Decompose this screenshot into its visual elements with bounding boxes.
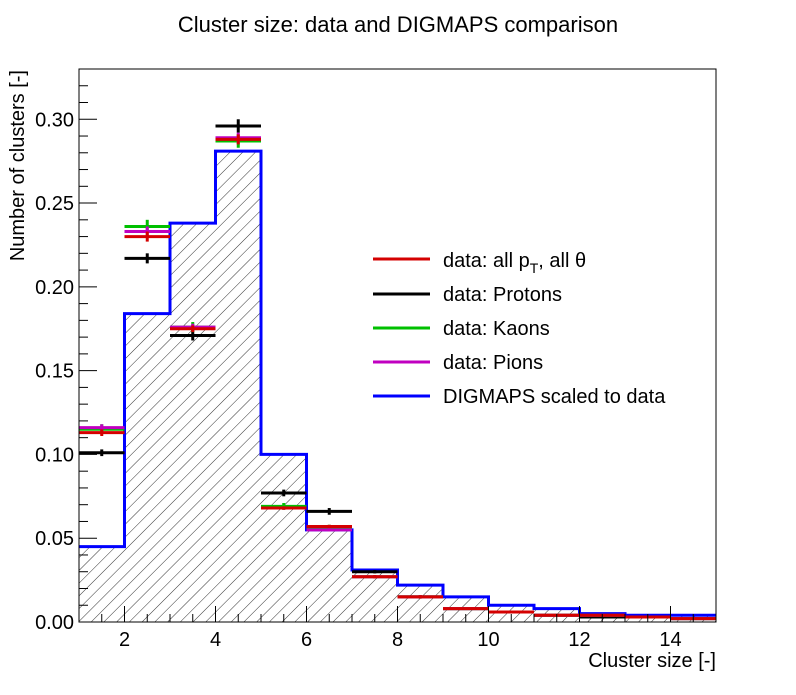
y-tick-label: 0.10 (35, 444, 74, 466)
point-protons-7 (352, 570, 398, 574)
legend-all-prefix: data: all p (443, 250, 530, 272)
x-tick-label: 6 (301, 629, 312, 651)
x-tick-label: 2 (119, 629, 130, 651)
chart-title: Cluster size: data and DIGMAPS compariso… (178, 12, 618, 37)
y-tick-label: 0.15 (35, 361, 74, 383)
x-tick-label: 4 (210, 629, 221, 651)
y-tick-label: 0.00 (35, 612, 74, 634)
x-tick-label: 8 (392, 629, 403, 651)
y-tick-label: 0.30 (35, 109, 74, 131)
point-protons-6 (306, 508, 352, 515)
point-all-3 (170, 325, 216, 333)
x-axis-label: Cluster size [-] (588, 650, 716, 672)
legend-all-sub: T (530, 260, 539, 276)
legend-label-digmaps: DIGMAPS scaled to data (443, 386, 666, 408)
legend-label-protons: data: Protons (443, 284, 562, 306)
y-tick-label: 0.20 (35, 277, 74, 299)
axes: 2 4 6 8 10 12 14 0.00 0.05 0.10 0.15 0.20 0.25 0.30 (35, 68, 717, 651)
point-protons-2 (124, 253, 170, 264)
point-all-4 (215, 134, 261, 145)
point-protons-5 (261, 489, 307, 497)
legend: data: all pT, all θ data: Protons data: … (373, 250, 666, 408)
x-tick-label: 14 (659, 629, 681, 651)
y-axis-label: Number of clusters [-] (7, 70, 29, 261)
point-all-2 (124, 231, 170, 242)
y-tick-label: 0.05 (35, 528, 74, 550)
point-protons-1 (79, 449, 125, 457)
x-tick-label: 10 (477, 629, 499, 651)
x-tick-label: 12 (568, 629, 590, 651)
legend-label-kaons: data: Kaons (443, 318, 550, 340)
point-all-9 (443, 607, 489, 611)
point-protons-4 (215, 119, 261, 133)
point-all-7 (352, 575, 398, 579)
digmaps-hatch-fill (79, 151, 716, 622)
legend-label-all: data: all pT, all θ (443, 250, 586, 276)
point-all-1 (79, 429, 125, 436)
legend-label-pions: data: Pions (443, 352, 543, 374)
point-all-10 (488, 610, 534, 614)
point-pions-6 (306, 528, 352, 532)
legend-all-suffix: , all θ (538, 250, 586, 272)
point-all-5 (261, 506, 307, 510)
point-all-8 (397, 595, 443, 599)
point-all-6 (306, 524, 352, 529)
y-tick-label: 0.25 (35, 193, 74, 215)
